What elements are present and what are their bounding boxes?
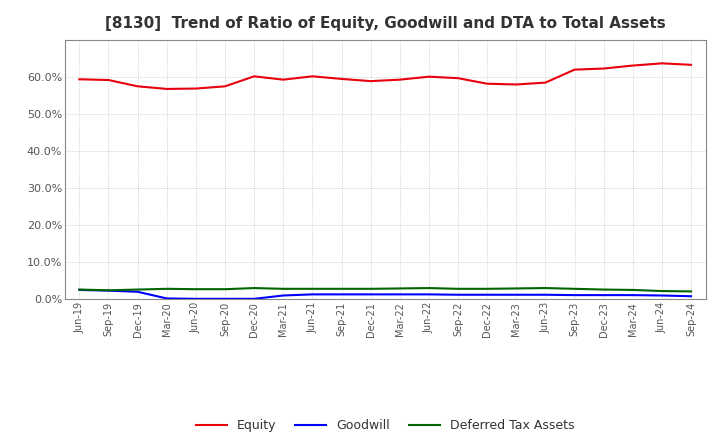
Goodwill bbox=[512, 292, 521, 297]
Deferred Tax Assets bbox=[687, 289, 696, 294]
Equity bbox=[250, 73, 258, 79]
Equity bbox=[337, 76, 346, 81]
Line: Goodwill: Goodwill bbox=[79, 290, 691, 299]
Equity bbox=[512, 82, 521, 87]
Goodwill bbox=[308, 292, 317, 297]
Equity bbox=[629, 63, 637, 68]
Goodwill bbox=[192, 296, 200, 301]
Equity bbox=[541, 80, 550, 85]
Deferred Tax Assets bbox=[163, 286, 171, 291]
Deferred Tax Assets bbox=[570, 286, 579, 291]
Goodwill bbox=[629, 293, 637, 298]
Goodwill bbox=[425, 292, 433, 297]
Deferred Tax Assets bbox=[454, 286, 462, 291]
Equity bbox=[687, 62, 696, 67]
Goodwill bbox=[133, 289, 142, 294]
Goodwill bbox=[104, 288, 113, 293]
Deferred Tax Assets bbox=[279, 286, 287, 291]
Deferred Tax Assets bbox=[250, 286, 258, 291]
Goodwill bbox=[163, 296, 171, 301]
Equity bbox=[657, 61, 666, 66]
Goodwill bbox=[599, 293, 608, 298]
Line: Equity: Equity bbox=[79, 63, 691, 89]
Goodwill bbox=[75, 287, 84, 293]
Equity bbox=[308, 73, 317, 79]
Equity bbox=[454, 76, 462, 81]
Equity bbox=[395, 77, 404, 82]
Goodwill bbox=[366, 292, 375, 297]
Equity bbox=[599, 66, 608, 71]
Equity bbox=[75, 77, 84, 82]
Goodwill bbox=[657, 293, 666, 298]
Title: [8130]  Trend of Ratio of Equity, Goodwill and DTA to Total Assets: [8130] Trend of Ratio of Equity, Goodwil… bbox=[105, 16, 665, 32]
Equity bbox=[192, 86, 200, 91]
Goodwill bbox=[570, 293, 579, 298]
Deferred Tax Assets bbox=[308, 286, 317, 291]
Legend: Equity, Goodwill, Deferred Tax Assets: Equity, Goodwill, Deferred Tax Assets bbox=[191, 414, 580, 437]
Deferred Tax Assets bbox=[425, 286, 433, 291]
Goodwill bbox=[483, 292, 492, 297]
Deferred Tax Assets bbox=[629, 287, 637, 293]
Deferred Tax Assets bbox=[75, 287, 84, 292]
Deferred Tax Assets bbox=[541, 286, 550, 291]
Goodwill bbox=[687, 293, 696, 299]
Goodwill bbox=[395, 292, 404, 297]
Equity bbox=[133, 84, 142, 89]
Deferred Tax Assets bbox=[220, 286, 229, 292]
Goodwill bbox=[250, 296, 258, 301]
Equity bbox=[366, 78, 375, 84]
Equity bbox=[163, 86, 171, 92]
Deferred Tax Assets bbox=[599, 287, 608, 292]
Goodwill bbox=[220, 296, 229, 301]
Goodwill bbox=[337, 292, 346, 297]
Deferred Tax Assets bbox=[366, 286, 375, 291]
Equity bbox=[483, 81, 492, 86]
Deferred Tax Assets bbox=[133, 287, 142, 292]
Deferred Tax Assets bbox=[192, 286, 200, 292]
Goodwill bbox=[454, 292, 462, 297]
Deferred Tax Assets bbox=[657, 288, 666, 293]
Deferred Tax Assets bbox=[483, 286, 492, 291]
Deferred Tax Assets bbox=[104, 288, 113, 293]
Equity bbox=[425, 74, 433, 79]
Equity bbox=[279, 77, 287, 82]
Goodwill bbox=[279, 293, 287, 298]
Line: Deferred Tax Assets: Deferred Tax Assets bbox=[79, 288, 691, 291]
Deferred Tax Assets bbox=[337, 286, 346, 291]
Deferred Tax Assets bbox=[512, 286, 521, 291]
Goodwill bbox=[541, 292, 550, 297]
Equity bbox=[570, 67, 579, 72]
Equity bbox=[220, 84, 229, 89]
Deferred Tax Assets bbox=[395, 286, 404, 291]
Equity bbox=[104, 77, 113, 83]
